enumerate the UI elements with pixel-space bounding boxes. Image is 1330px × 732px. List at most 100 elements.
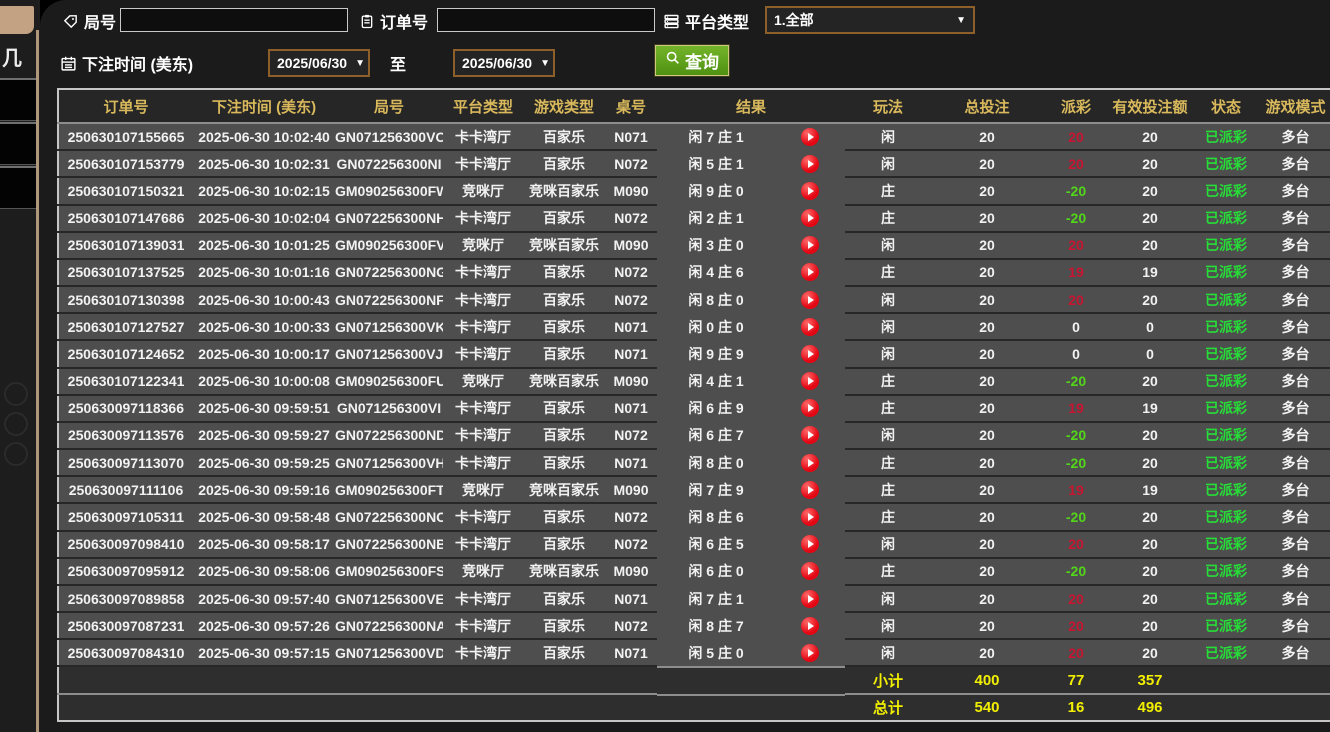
bet-time-cell: 2025-06-30 10:01:16 <box>193 258 335 288</box>
round-id-cell: GN071256300VK <box>335 313 443 342</box>
payout-cell: -20 <box>1043 204 1109 233</box>
replay-icon[interactable] <box>801 562 819 581</box>
valid-bet-cell: 0 <box>1109 313 1191 342</box>
dropdown-arrow-icon <box>956 15 966 26</box>
payout-cell: 19 <box>1043 258 1109 288</box>
result-text: 闲 3 庄 0 <box>688 237 744 254</box>
bet-time-cell: 2025-06-30 09:57:40 <box>193 584 335 614</box>
background-menu-item <box>0 78 36 121</box>
summary-empty-cell <box>443 665 523 694</box>
result-text: 闲 6 庄 0 <box>688 563 744 580</box>
result-cell: 闲 6 庄 0 <box>657 557 845 585</box>
status-cell: 已派彩 <box>1191 449 1261 478</box>
replay-icon[interactable] <box>801 399 819 418</box>
platform-cell: 卡卡湾厅 <box>443 530 523 559</box>
replay-icon[interactable] <box>801 317 819 336</box>
replay-icon[interactable] <box>801 128 819 147</box>
valid-bet-cell: 20 <box>1109 449 1191 478</box>
valid-bet-cell: 20 <box>1109 123 1191 152</box>
summary-label: 小计 <box>845 665 931 694</box>
date-from-select[interactable]: 2025/06/30 <box>268 49 370 77</box>
result-cell: 闲 6 庄 9 <box>657 394 845 422</box>
result-text: 闲 7 庄 9 <box>688 481 744 498</box>
replay-icon[interactable] <box>801 154 819 173</box>
payout-cell: 20 <box>1043 286 1109 315</box>
summary-empty-cell <box>193 692 335 721</box>
replay-icon[interactable] <box>801 507 819 526</box>
platform-cell: 卡卡湾厅 <box>443 503 523 532</box>
order-id-cell: 250630107127527 <box>58 313 193 342</box>
bet-time-label: 下注时间 (美东) <box>82 57 194 74</box>
round-id-cell: GN071256300VI <box>335 394 443 423</box>
result-text: 闲 8 庄 0 <box>688 454 744 471</box>
replay-icon[interactable] <box>801 616 819 635</box>
game-mode-cell: 多台 <box>1261 503 1330 532</box>
play-type-cell: 庄 <box>845 258 931 288</box>
play-type-cell: 闲 <box>845 123 931 152</box>
replay-icon[interactable] <box>801 344 819 363</box>
game-type-cell: 百家乐 <box>523 286 605 315</box>
game-type-cell: 百家乐 <box>523 258 605 288</box>
platform-cell: 卡卡湾厅 <box>443 286 523 315</box>
platform-cell: 卡卡湾厅 <box>443 584 523 614</box>
replay-icon[interactable] <box>801 372 819 391</box>
replay-icon[interactable] <box>801 480 819 499</box>
total-bet-cell: 20 <box>931 503 1043 532</box>
play-type-cell: 庄 <box>845 557 931 586</box>
table-row: 250630107137525 2025-06-30 10:01:16 GN0722… <box>58 258 1330 288</box>
platform-cell: 卡卡湾厅 <box>443 204 523 233</box>
date-to-select[interactable]: 2025/06/30 <box>453 49 555 77</box>
round-number-input[interactable] <box>120 8 348 32</box>
column-header: 平台类型 <box>443 89 523 124</box>
game-type-cell: 竞咪百家乐 <box>523 231 605 260</box>
order-id-cell: 250630097084310 <box>58 639 193 668</box>
payout-cell: 19 <box>1043 476 1109 505</box>
game-type-cell: 百家乐 <box>523 639 605 668</box>
replay-icon[interactable] <box>801 181 819 200</box>
table-no-cell: M090 <box>605 177 657 206</box>
game-mode-cell: 多台 <box>1261 612 1330 641</box>
table-row: 250630097098410 2025-06-30 09:58:17 GN0722… <box>58 530 1330 559</box>
bet-records-panel: 局号 订单号 平台类型 1.全部 <box>40 0 1330 732</box>
replay-icon[interactable] <box>801 263 819 282</box>
total-bet-cell: 20 <box>931 639 1043 668</box>
result-text: 闲 4 庄 6 <box>688 264 744 281</box>
bet-time-cell: 2025-06-30 09:59:16 <box>193 476 335 505</box>
table-no-cell: M090 <box>605 231 657 260</box>
bet-time-cell: 2025-06-30 10:00:43 <box>193 286 335 315</box>
order-number-input[interactable] <box>437 8 655 32</box>
replay-icon[interactable] <box>801 535 819 554</box>
replay-icon[interactable] <box>801 453 819 472</box>
query-button[interactable]: 查询 <box>654 44 730 77</box>
table-row: 250630097105311 2025-06-30 09:58:48 GN0722… <box>58 503 1330 532</box>
valid-bet-cell: 20 <box>1109 530 1191 559</box>
background-roadmap-dot <box>4 442 28 466</box>
table-no-cell: N072 <box>605 612 657 641</box>
payout-cell: 20 <box>1043 530 1109 559</box>
replay-icon[interactable] <box>801 209 819 228</box>
result-cell: 闲 8 庄 6 <box>657 503 845 531</box>
result-cell: 闲 6 庄 5 <box>657 530 845 558</box>
summary-total-bet: 400 <box>931 665 1043 694</box>
result-cell: 闲 5 庄 0 <box>657 639 845 667</box>
total-bet-cell: 20 <box>931 204 1043 233</box>
table-row: 250630097095912 2025-06-30 09:58:06 GM0902… <box>58 557 1330 586</box>
summary-empty-cell <box>657 666 845 694</box>
summary-empty-cell <box>443 692 523 721</box>
replay-icon[interactable] <box>801 589 819 608</box>
valid-bet-cell: 20 <box>1109 150 1191 179</box>
game-mode-cell: 多台 <box>1261 449 1330 478</box>
order-id-cell: 250630097105311 <box>58 503 193 532</box>
valid-bet-cell: 20 <box>1109 421 1191 451</box>
result-text: 闲 7 庄 1 <box>688 129 744 146</box>
tag-icon <box>62 13 79 30</box>
replay-icon[interactable] <box>801 426 819 445</box>
replay-icon[interactable] <box>801 290 819 309</box>
replay-icon[interactable] <box>801 236 819 255</box>
payout-cell: 0 <box>1043 313 1109 342</box>
replay-icon[interactable] <box>801 643 819 662</box>
order-id-cell: 250630107130398 <box>58 286 193 315</box>
result-cell: 闲 8 庄 0 <box>657 286 845 314</box>
platform-select[interactable]: 1.全部 <box>765 6 975 34</box>
play-type-cell: 庄 <box>845 449 931 478</box>
